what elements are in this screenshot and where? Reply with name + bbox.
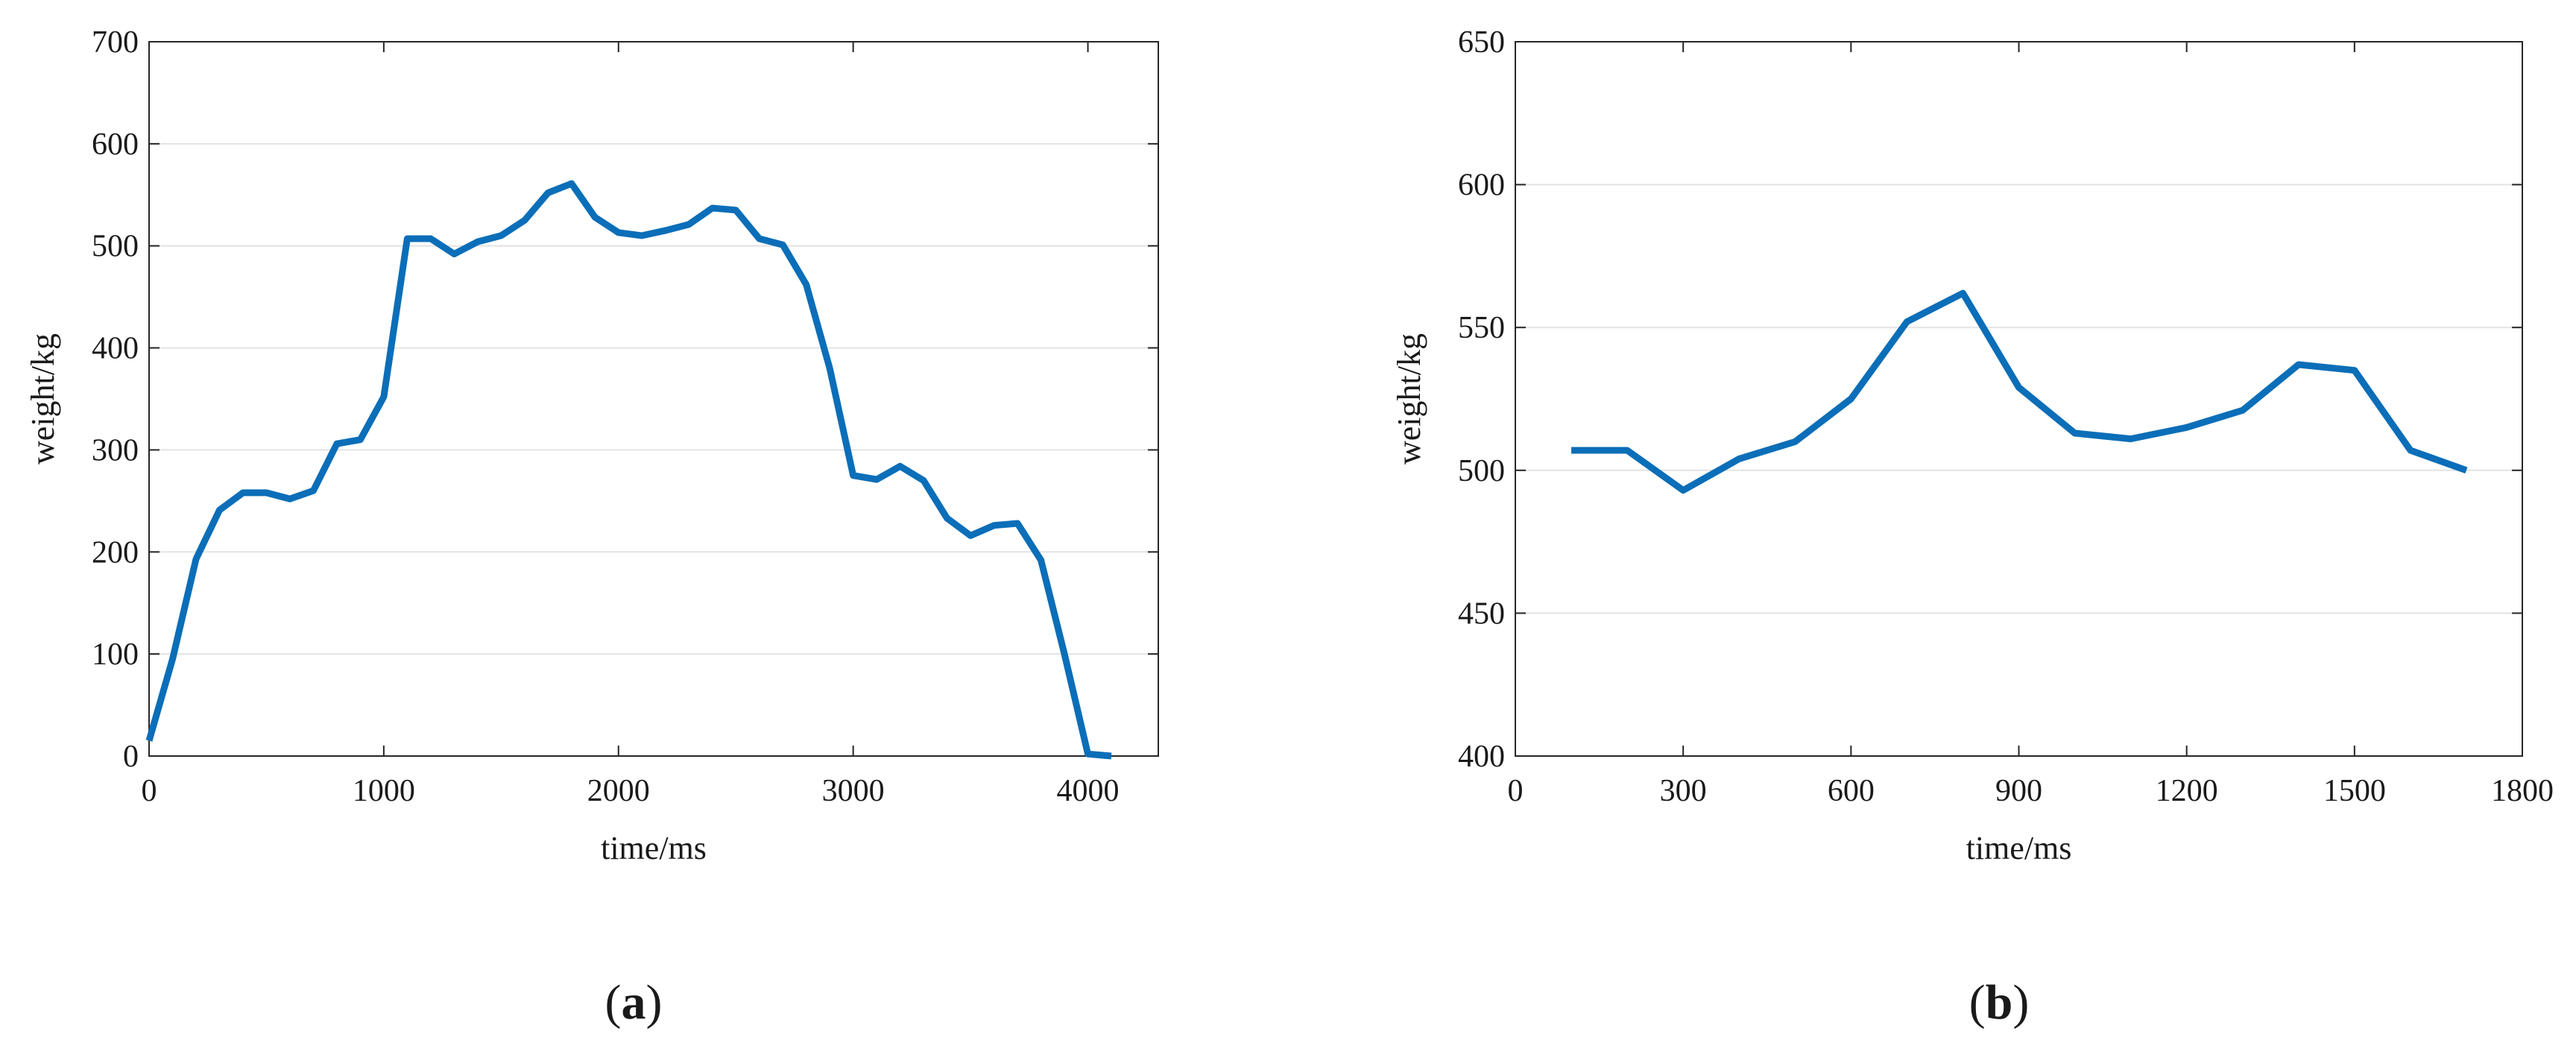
x-axis-label: time/ms [1966,830,2072,866]
panel-label-close: ) [646,975,663,1030]
x-tick-label: 600 [1828,774,1875,808]
x-tick-label: 1000 [353,774,415,808]
y-tick-label: 100 [92,637,139,672]
y-tick-label: 400 [92,332,139,366]
panel-label-open: ( [1969,975,1986,1030]
x-tick-label: 4000 [1057,774,1120,808]
plot-area-frame [148,41,1159,757]
y-tick-label: 400 [1458,740,1505,774]
x-tick-label: 1200 [2156,774,2218,808]
y-tick-label: 600 [1458,169,1505,203]
x-axis-label: time/ms [601,830,707,866]
panel-label-close: ) [2012,975,2029,1030]
panel-label-letter: a [622,975,646,1030]
y-tick-label: 700 [92,25,139,60]
series-line [1571,289,2468,494]
y-tick-label: 200 [92,535,139,570]
panel-label-letter: b [1986,975,2013,1030]
x-tick-label: 1800 [2491,774,2554,808]
panel-label: (a) [605,975,663,1030]
y-tick-label: 300 [92,433,139,467]
panel-label-open: ( [605,975,622,1030]
y-tick-label: 500 [92,230,139,264]
chart-panel-b: 400 450 500 550 600 650 0 300 600 900 1200 1500 1800… [1391,25,2554,1030]
y-tick-label: 500 [1458,454,1505,488]
series-line [145,180,1112,760]
x-tick-label: 0 [1508,774,1524,808]
x-tick-label: 0 [142,774,157,808]
y-tick-label: 600 [92,127,139,162]
x-tick-label: 900 [1995,774,2042,808]
y-tick-label: 450 [1458,596,1505,631]
y-tick-label: 0 [123,740,139,774]
chart-panel-a: 0 100 200 300 400 500 600 700 0 1000 2000 3000 4000 t… [25,25,1159,1030]
y-tick-label: 550 [1458,311,1505,345]
x-tick-label: 2000 [587,774,650,808]
x-tick-label: 300 [1660,774,1707,808]
y-axis-label: weight/kg [1391,333,1427,465]
y-tick-label: 650 [1458,25,1505,60]
y-axis-label: weight/kg [25,333,61,465]
panel-label: (b) [1969,975,2030,1030]
x-tick-label: 3000 [822,774,885,808]
x-tick-label: 1500 [2323,774,2386,808]
